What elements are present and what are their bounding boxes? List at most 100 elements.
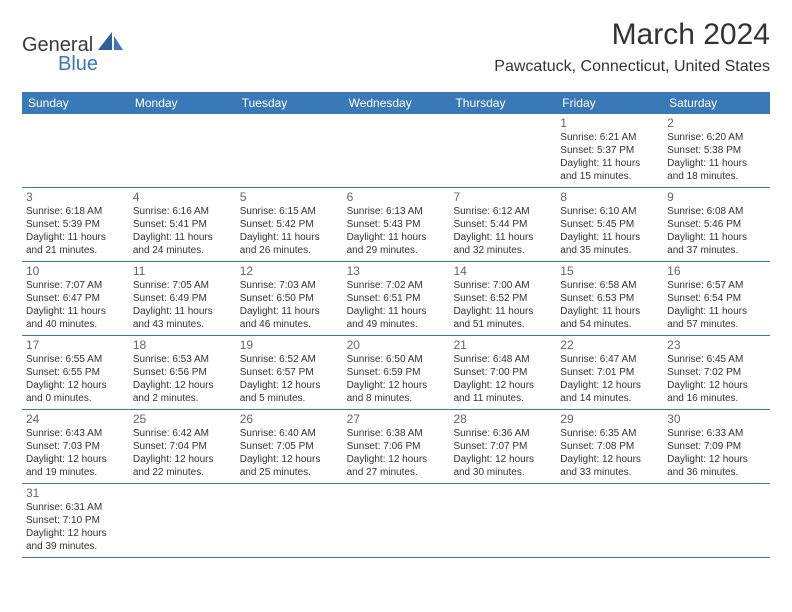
calendar-row: 31Sunrise: 6:31 AMSunset: 7:10 PMDayligh… [22,484,770,558]
day-info: Sunrise: 6:16 AMSunset: 5:41 PMDaylight:… [133,205,232,257]
day-number: 24 [26,412,125,426]
day-info: Sunrise: 6:36 AMSunset: 7:07 PMDaylight:… [453,427,552,479]
calendar-cell: 24Sunrise: 6:43 AMSunset: 7:03 PMDayligh… [22,410,129,483]
day-number: 16 [667,264,766,278]
day-info: Sunrise: 6:10 AMSunset: 5:45 PMDaylight:… [560,205,659,257]
day-number: 10 [26,264,125,278]
day-number: 22 [560,338,659,352]
day-number: 7 [453,190,552,204]
calendar-cell: 26Sunrise: 6:40 AMSunset: 7:05 PMDayligh… [236,410,343,483]
day-info: Sunrise: 6:48 AMSunset: 7:00 PMDaylight:… [453,353,552,405]
calendar-cell: 4Sunrise: 6:16 AMSunset: 5:41 PMDaylight… [129,188,236,261]
calendar-cell [449,114,556,187]
day-info: Sunrise: 6:35 AMSunset: 7:08 PMDaylight:… [560,427,659,479]
calendar-cell: 22Sunrise: 6:47 AMSunset: 7:01 PMDayligh… [556,336,663,409]
day-number: 3 [26,190,125,204]
calendar-cell [129,114,236,187]
day-info: Sunrise: 6:58 AMSunset: 6:53 PMDaylight:… [560,279,659,331]
logo: General Blue [22,34,98,76]
day-number: 26 [240,412,339,426]
weekday-header: Monday [129,92,236,114]
calendar-cell: 8Sunrise: 6:10 AMSunset: 5:45 PMDaylight… [556,188,663,261]
day-number: 25 [133,412,232,426]
day-info: Sunrise: 7:02 AMSunset: 6:51 PMDaylight:… [347,279,446,331]
calendar-cell [343,484,450,557]
day-number: 8 [560,190,659,204]
calendar-cell: 5Sunrise: 6:15 AMSunset: 5:42 PMDaylight… [236,188,343,261]
calendar-cell: 25Sunrise: 6:42 AMSunset: 7:04 PMDayligh… [129,410,236,483]
day-info: Sunrise: 6:57 AMSunset: 6:54 PMDaylight:… [667,279,766,331]
logo-sail-icon [98,32,124,52]
day-number: 19 [240,338,339,352]
day-number: 15 [560,264,659,278]
calendar-row: 1Sunrise: 6:21 AMSunset: 5:37 PMDaylight… [22,114,770,188]
day-number: 28 [453,412,552,426]
day-info: Sunrise: 6:33 AMSunset: 7:09 PMDaylight:… [667,427,766,479]
calendar-cell [236,484,343,557]
calendar-cell [129,484,236,557]
day-number: 17 [26,338,125,352]
weekday-header-row: SundayMondayTuesdayWednesdayThursdayFrid… [22,92,770,114]
day-info: Sunrise: 6:08 AMSunset: 5:46 PMDaylight:… [667,205,766,257]
day-number: 29 [560,412,659,426]
weekday-header: Sunday [22,92,129,114]
calendar-cell [663,484,770,557]
calendar-cell: 12Sunrise: 7:03 AMSunset: 6:50 PMDayligh… [236,262,343,335]
day-number: 4 [133,190,232,204]
day-info: Sunrise: 6:21 AMSunset: 5:37 PMDaylight:… [560,131,659,183]
day-number: 14 [453,264,552,278]
day-info: Sunrise: 6:40 AMSunset: 7:05 PMDaylight:… [240,427,339,479]
calendar-cell: 21Sunrise: 6:48 AMSunset: 7:00 PMDayligh… [449,336,556,409]
day-number: 13 [347,264,446,278]
weekday-header: Tuesday [236,92,343,114]
calendar-row: 3Sunrise: 6:18 AMSunset: 5:39 PMDaylight… [22,188,770,262]
weekday-header: Saturday [663,92,770,114]
weekday-header: Friday [556,92,663,114]
calendar-cell: 17Sunrise: 6:55 AMSunset: 6:55 PMDayligh… [22,336,129,409]
day-info: Sunrise: 6:42 AMSunset: 7:04 PMDaylight:… [133,427,232,479]
day-number: 11 [133,264,232,278]
calendar-cell: 19Sunrise: 6:52 AMSunset: 6:57 PMDayligh… [236,336,343,409]
day-info: Sunrise: 6:31 AMSunset: 7:10 PMDaylight:… [26,501,125,553]
location-text: Pawcatuck, Connecticut, United States [494,58,770,76]
calendar: SundayMondayTuesdayWednesdayThursdayFrid… [22,92,770,558]
day-info: Sunrise: 6:47 AMSunset: 7:01 PMDaylight:… [560,353,659,405]
day-info: Sunrise: 6:15 AMSunset: 5:42 PMDaylight:… [240,205,339,257]
calendar-cell: 10Sunrise: 7:07 AMSunset: 6:47 PMDayligh… [22,262,129,335]
weekday-header: Wednesday [343,92,450,114]
calendar-cell: 1Sunrise: 6:21 AMSunset: 5:37 PMDaylight… [556,114,663,187]
day-info: Sunrise: 7:00 AMSunset: 6:52 PMDaylight:… [453,279,552,331]
day-info: Sunrise: 6:13 AMSunset: 5:43 PMDaylight:… [347,205,446,257]
day-number: 30 [667,412,766,426]
calendar-cell [449,484,556,557]
day-info: Sunrise: 6:18 AMSunset: 5:39 PMDaylight:… [26,205,125,257]
calendar-cell: 3Sunrise: 6:18 AMSunset: 5:39 PMDaylight… [22,188,129,261]
day-info: Sunrise: 7:05 AMSunset: 6:49 PMDaylight:… [133,279,232,331]
calendar-cell [343,114,450,187]
day-info: Sunrise: 6:45 AMSunset: 7:02 PMDaylight:… [667,353,766,405]
calendar-cell [22,114,129,187]
day-info: Sunrise: 6:53 AMSunset: 6:56 PMDaylight:… [133,353,232,405]
day-number: 9 [667,190,766,204]
page-title: March 2024 [612,18,770,52]
day-info: Sunrise: 6:38 AMSunset: 7:06 PMDaylight:… [347,427,446,479]
weekday-header: Thursday [449,92,556,114]
day-number: 2 [667,116,766,130]
day-number: 23 [667,338,766,352]
day-info: Sunrise: 6:12 AMSunset: 5:44 PMDaylight:… [453,205,552,257]
calendar-cell: 23Sunrise: 6:45 AMSunset: 7:02 PMDayligh… [663,336,770,409]
calendar-cell: 13Sunrise: 7:02 AMSunset: 6:51 PMDayligh… [343,262,450,335]
day-info: Sunrise: 6:43 AMSunset: 7:03 PMDaylight:… [26,427,125,479]
calendar-cell: 31Sunrise: 6:31 AMSunset: 7:10 PMDayligh… [22,484,129,557]
day-info: Sunrise: 7:07 AMSunset: 6:47 PMDaylight:… [26,279,125,331]
day-number: 18 [133,338,232,352]
calendar-row: 17Sunrise: 6:55 AMSunset: 6:55 PMDayligh… [22,336,770,410]
day-number: 27 [347,412,446,426]
day-number: 6 [347,190,446,204]
calendar-row: 24Sunrise: 6:43 AMSunset: 7:03 PMDayligh… [22,410,770,484]
day-info: Sunrise: 7:03 AMSunset: 6:50 PMDaylight:… [240,279,339,331]
calendar-cell: 18Sunrise: 6:53 AMSunset: 6:56 PMDayligh… [129,336,236,409]
calendar-cell [556,484,663,557]
day-number: 31 [26,486,125,500]
calendar-cell: 28Sunrise: 6:36 AMSunset: 7:07 PMDayligh… [449,410,556,483]
